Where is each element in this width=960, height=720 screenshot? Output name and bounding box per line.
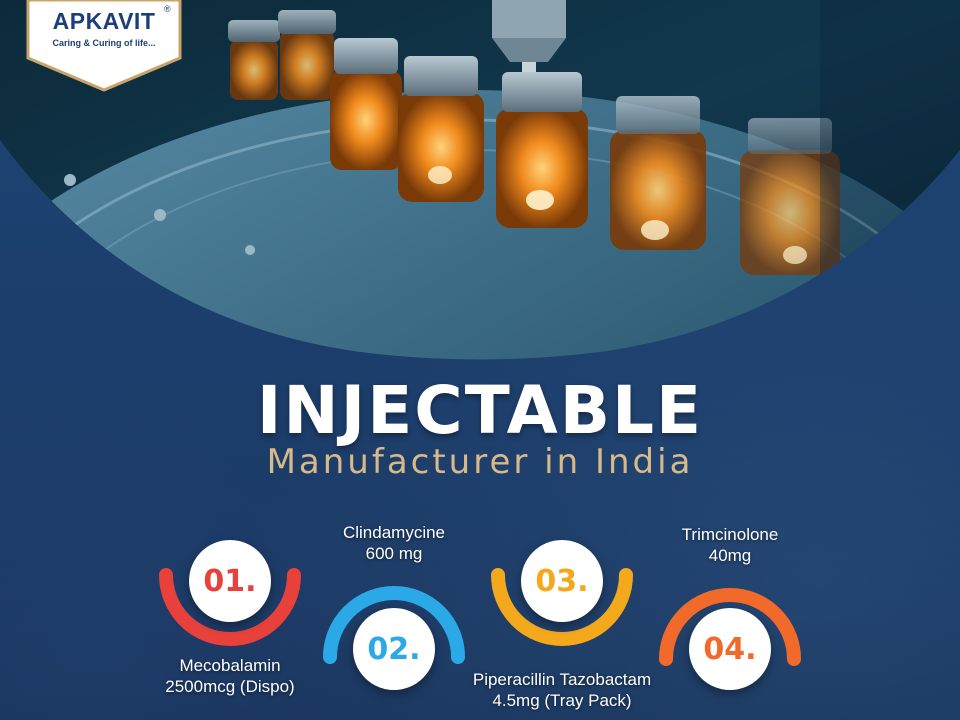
arc-decoration	[659, 588, 801, 666]
product-item-01[interactable]: 01. Mecobalamin 2500mcg (Dispo)	[150, 535, 310, 715]
product-number-02: 02.	[353, 608, 435, 690]
arc-decoration	[323, 586, 465, 664]
brand-tagline: Caring & Curing of life...	[52, 38, 156, 48]
product-number-01: 01.	[189, 540, 271, 622]
product-caption-01: Mecobalamin 2500mcg (Dispo)	[130, 655, 330, 697]
product-spec-04: 40mg	[708, 546, 752, 565]
product-caption-02: Clindamycine 600 mg	[294, 522, 494, 564]
product-spec-02: 600 mg	[365, 544, 423, 563]
product-name-02: Clindamycine	[342, 523, 446, 542]
brand-name: APKAVIT	[52, 8, 156, 34]
product-item-04[interactable]: Trimcinolone 40mg 04.	[650, 524, 810, 714]
arc-decoration	[159, 568, 301, 646]
brand-logo[interactable]: APKAVIT ® Caring & Curing of life...	[24, 0, 184, 92]
product-spec-01: 2500mcg (Dispo)	[165, 677, 295, 696]
product-name-04: Trimcinolone	[681, 525, 779, 544]
product-spec-03: 4.5mg (Tray Pack)	[492, 691, 632, 710]
product-item-03[interactable]: 03. Piperacillin Tazobactam 4.5mg (Tray …	[473, 535, 651, 715]
page-subtitle: Manufacturer in India	[266, 442, 694, 482]
product-item-02[interactable]: Clindamycine 600 mg 02.	[314, 522, 474, 712]
product-number-03: 03.	[521, 540, 603, 622]
product-name-01: Mecobalamin	[179, 656, 281, 675]
product-caption-03: Piperacillin Tazobactam 4.5mg (Tray Pack…	[452, 669, 672, 711]
product-caption-04: Trimcinolone 40mg	[630, 524, 830, 566]
registered-mark: ®	[164, 4, 171, 14]
product-number-04: 04.	[689, 608, 771, 690]
product-name-03: Piperacillin Tazobactam	[472, 670, 652, 689]
arc-decoration	[491, 568, 633, 646]
page-title: INJECTABLE	[256, 372, 704, 449]
